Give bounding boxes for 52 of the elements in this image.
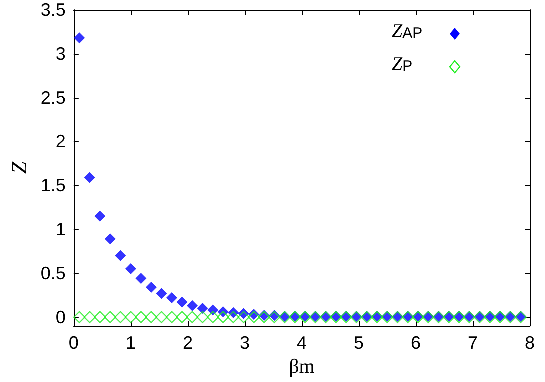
point (197, 303, 208, 314)
y-tick-label: 1.5 (40, 176, 66, 196)
x-tick-label: 7 (468, 333, 478, 354)
point (217, 311, 230, 324)
point (74, 311, 86, 324)
x-tick-label: 1 (126, 333, 136, 354)
point (135, 311, 148, 324)
y-tick-label: 2.5 (40, 88, 66, 108)
point (94, 311, 106, 324)
point (206, 311, 220, 324)
point (187, 300, 198, 312)
point (156, 311, 168, 324)
point (125, 264, 136, 275)
point (104, 234, 116, 245)
x-tick-label: 5 (354, 333, 364, 354)
point (145, 311, 158, 324)
y-tick-label: 2 (56, 132, 66, 152)
x-axis-title: βm (289, 356, 316, 378)
y-tick-label: 0.5 (40, 263, 66, 284)
point (176, 311, 188, 324)
point (156, 288, 168, 300)
y-tick-label: 3 (56, 44, 66, 64)
point (114, 311, 127, 324)
point (176, 296, 188, 308)
x-tick-label: 2 (182, 333, 193, 354)
point (186, 311, 199, 324)
point (248, 311, 260, 324)
legend-label: ZP (392, 54, 413, 75)
point (74, 32, 86, 44)
point (238, 311, 250, 324)
point (196, 311, 209, 324)
y-axis-title: Z (6, 161, 32, 174)
x-tick-label: 4 (296, 333, 307, 354)
point (166, 311, 178, 324)
point (166, 292, 178, 304)
point (146, 282, 157, 293)
x-tick-label: 0 (68, 333, 79, 354)
point (136, 273, 147, 284)
point (227, 311, 240, 324)
x-tick-label: 3 (240, 333, 250, 354)
point (94, 210, 106, 222)
y-tick-label: 0 (56, 307, 66, 328)
point (124, 311, 138, 324)
legend-label: ZAP (392, 21, 423, 42)
point (84, 172, 96, 184)
point (84, 311, 96, 324)
point (115, 250, 126, 262)
y-tick-label: 1 (56, 220, 66, 240)
point (104, 311, 117, 324)
x-tick-label: 6 (410, 333, 421, 354)
y-tick-label: 3.5 (40, 0, 66, 20)
x-tick-label: 8 (524, 333, 536, 354)
